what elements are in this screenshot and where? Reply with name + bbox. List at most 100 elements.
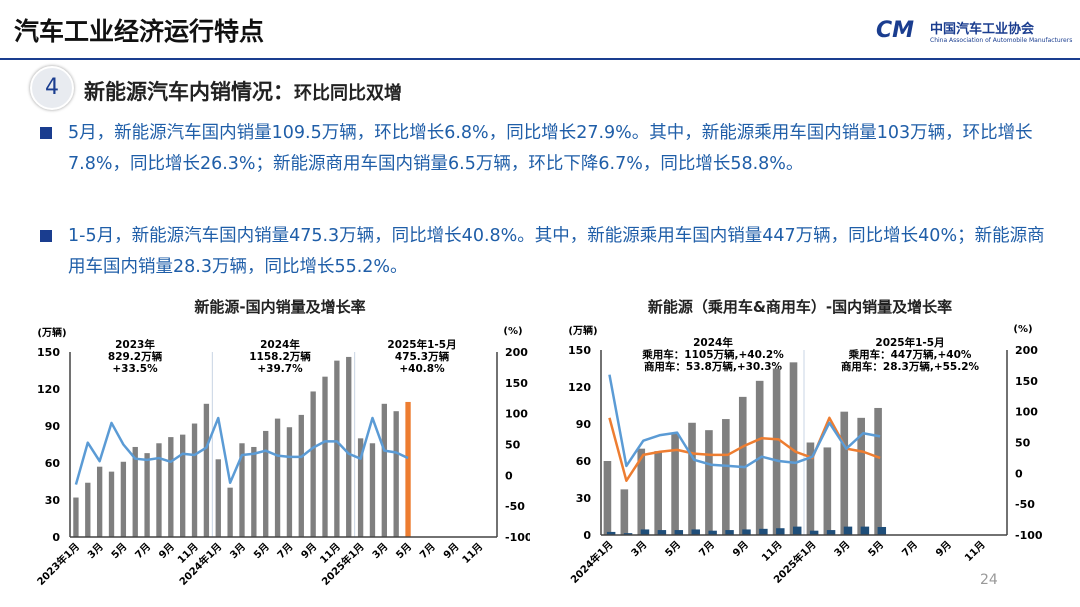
sales-bar <box>263 430 269 537</box>
commercial-sales-bar <box>691 529 700 535</box>
bullet-item: 1-5月，新能源汽车国内销量475.3万辆，同比增长40.8%。其中，新能源乘用… <box>40 221 1050 283</box>
right-axis-tick: -100 <box>505 531 530 544</box>
logo-english-name: China Association of Automobile Manufact… <box>930 37 1073 44</box>
section-number-badge: 4 <box>30 66 74 110</box>
x-axis-tick: 2023年1月 <box>34 540 82 588</box>
caam-logo: CM 中国汽车工业协会 China Association of Automob… <box>876 18 1072 44</box>
sales-bar <box>322 376 328 537</box>
sales-bar <box>251 446 257 537</box>
x-axis-tick: 7月 <box>900 539 920 559</box>
sales-bar <box>381 403 387 537</box>
period-annotation: 乘用车：1105万辆,+40.2% <box>641 348 784 361</box>
sales-bar <box>108 471 115 537</box>
x-axis-tick: 9月 <box>299 541 319 561</box>
x-axis-tick: 5月 <box>663 539 683 559</box>
left-axis-tick: 150 <box>37 346 60 359</box>
sales-bar <box>357 438 364 537</box>
commercial-sales-bar <box>793 526 802 535</box>
sales-bar <box>180 434 186 537</box>
period-annotation: 1158.2万辆 <box>249 350 311 363</box>
period-annotation: +33.5% <box>112 363 158 375</box>
sales-bar <box>334 360 340 537</box>
sales-bar <box>132 446 138 537</box>
period-annotation: 商用车：28.3万辆,+55.2% <box>841 360 980 373</box>
sales-bar <box>603 461 612 535</box>
sales-bar <box>840 411 849 535</box>
growth-rate-line <box>608 374 881 469</box>
header-divider <box>0 58 1080 60</box>
period-annotation: 商用车：53.8万辆,+30.3% <box>644 360 783 373</box>
left-axis-tick: 120 <box>568 381 591 394</box>
x-axis-tick: 7月 <box>275 541 295 561</box>
x-axis-tick: 3月 <box>832 539 852 559</box>
commercial-sales-bar <box>657 530 667 535</box>
section-title: 新能源汽车内销情况：环比同比双增 <box>84 76 402 106</box>
bullet-text: 5月，新能源汽车国内销量109.5万辆，环比增长6.8%，同比增长27.9%。其… <box>68 123 1033 174</box>
sales-bar <box>168 437 174 537</box>
commercial-sales-bar <box>877 526 887 535</box>
square-bullet-icon <box>40 230 52 242</box>
x-axis-tick: 7月 <box>417 541 437 561</box>
x-axis-tick: 5月 <box>866 539 886 559</box>
sales-bar <box>120 461 127 537</box>
x-axis-tick: 5月 <box>251 541 271 561</box>
right-axis-tick: -50 <box>1015 498 1035 511</box>
x-axis-tick: 3月 <box>85 541 105 561</box>
commercial-sales-bar <box>725 530 734 535</box>
left-axis-tick: 90 <box>576 418 592 431</box>
right-axis-tick: 200 <box>505 346 528 359</box>
commercial-sales-bar <box>759 528 768 535</box>
commercial-sales-bar <box>708 530 717 535</box>
chart-title: 新能源（乘用车&商用车）-国内销量及增长率 <box>648 298 952 316</box>
sales-bar <box>654 451 662 535</box>
x-axis-tick: 3月 <box>228 541 248 561</box>
right-axis-tick: 150 <box>505 377 528 390</box>
right-axis-tick: 100 <box>1015 406 1038 419</box>
commercial-sales-bar <box>623 533 633 535</box>
period-annotation: 475.3万辆 <box>395 350 450 363</box>
sales-bar <box>310 391 316 537</box>
left-axis-tick: 30 <box>45 494 61 507</box>
left-axis-unit: (万辆) <box>37 326 66 339</box>
right-axis-tick: 50 <box>1015 437 1031 450</box>
sales-bar <box>227 487 233 537</box>
period-annotation: +39.7% <box>257 363 303 375</box>
sales-bar <box>874 407 882 535</box>
logo-chinese-name: 中国汽车工业协会 <box>930 22 1035 37</box>
period-annotation: 829.2万辆 <box>108 350 163 363</box>
left-axis-tick: 120 <box>37 383 60 396</box>
x-axis-tick: 9月 <box>156 541 176 561</box>
commercial-sales-bar <box>742 529 751 535</box>
left-axis-tick: 60 <box>45 457 61 470</box>
sales-bar <box>857 417 865 535</box>
x-axis-tick: 9月 <box>441 541 461 561</box>
commercial-sales-bar <box>640 529 650 535</box>
bullet-item: 5月，新能源汽车国内销量109.5万辆，环比增长6.8%，同比增长27.9%。其… <box>40 118 1050 180</box>
sales-bar <box>806 442 815 535</box>
period-annotation: 乘用车：447万辆,+40% <box>848 348 972 361</box>
sales-bar <box>405 401 411 537</box>
chart-domestic-nev-sales: 新能源-国内销量及增长率 (万辆) (%) 0 30 60 90 120 150 -100 -50 0… <box>34 298 530 588</box>
right-axis-unit: (%) <box>1013 324 1032 335</box>
sales-bar <box>789 362 798 535</box>
sales-bar <box>346 356 352 537</box>
sales-bar <box>620 489 629 535</box>
sales-bar <box>298 414 304 537</box>
left-axis-tick: 90 <box>45 420 61 433</box>
sales-bar <box>705 430 713 535</box>
chart-passenger-commercial-nev-sales: 新能源（乘用车&商用车）-国内销量及增长率 (万辆) (%) 0 30 60 90 120 15… <box>568 298 1043 586</box>
sales-bar <box>85 482 91 537</box>
period-annotation: +40.8% <box>399 363 445 375</box>
left-axis-tick: 0 <box>52 531 60 544</box>
commercial-sales-bar <box>776 528 785 535</box>
period-annotation: 2025年1-5月 <box>387 338 456 351</box>
x-axis-tick: 9月 <box>933 539 953 559</box>
sales-bar <box>191 423 198 537</box>
bullet-text: 1-5月，新能源汽车国内销量475.3万辆，同比增长40.8%。其中，新能源乘用… <box>68 226 1045 277</box>
sales-bar <box>393 411 399 537</box>
commercial-sales-bar <box>809 530 819 535</box>
right-axis-tick: -50 <box>505 500 525 513</box>
x-axis-tick: 3月 <box>629 539 649 559</box>
left-axis-tick: 30 <box>576 492 592 505</box>
right-axis-tick: 100 <box>505 408 528 421</box>
